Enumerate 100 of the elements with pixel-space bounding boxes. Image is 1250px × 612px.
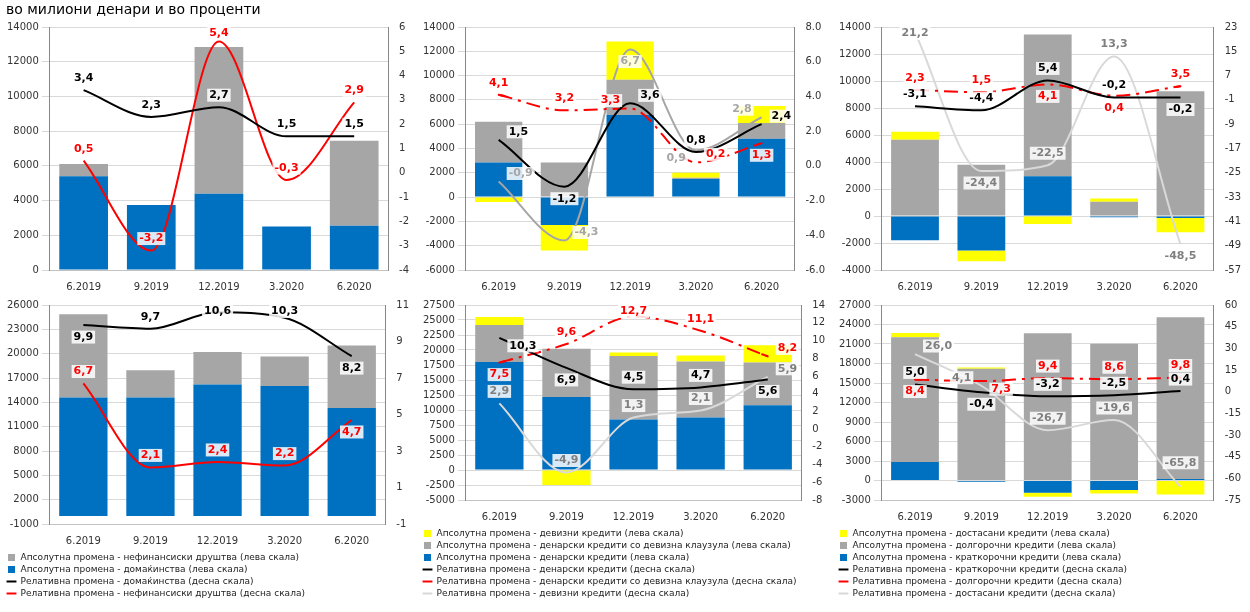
x-tick-label: 6.2020 <box>336 280 372 292</box>
data-label: 1,3 <box>623 398 644 412</box>
y-tick-label: 21000 <box>839 337 871 349</box>
y-tick-label: -2500 <box>425 478 455 490</box>
y2-tick-label: -33 <box>1224 190 1242 202</box>
y-tick-label: 6000 <box>13 159 39 171</box>
bar <box>327 345 376 409</box>
y2-tick-label: 5 <box>396 408 403 420</box>
data-label: 5,6 <box>757 384 778 398</box>
y2-tick-label: 0 <box>399 166 406 178</box>
x-tick-label: 3.2020 <box>683 510 719 522</box>
data-label: 4,5 <box>623 370 644 384</box>
y-tick-label: -2000 <box>425 214 455 226</box>
data-label: -19,6 <box>1098 400 1131 414</box>
x-tick-label: 3.2020 <box>267 534 303 546</box>
legend-label: Апсолутна промена - денарски кредити со девизна клаузула (лева скала) <box>436 539 791 550</box>
data-label: 9,9 <box>73 329 94 343</box>
y-tick-label: 12000 <box>839 396 871 408</box>
data-label: -0,2 <box>1168 102 1193 116</box>
legend-label: Апсолутна промена - достасани кредити (лева скала) <box>852 527 1110 538</box>
data-label: 1,5 <box>276 117 297 131</box>
bar <box>737 138 786 197</box>
legend-label: Апсолутна промена - девизни кредити (лева скала) <box>436 527 684 538</box>
bar <box>1023 481 1072 493</box>
bar <box>609 352 658 356</box>
bar <box>891 139 939 216</box>
data-label: 3,3 <box>600 93 621 107</box>
y2-tick-label: -60 <box>1224 471 1242 483</box>
data-label: 8,4 <box>905 384 926 398</box>
y2-tick-label: 45 <box>1224 320 1238 332</box>
y2-tick-label: -6.0 <box>805 263 825 275</box>
y2-tick-label: 8.0 <box>805 20 822 32</box>
data-label: -2,5 <box>1102 376 1127 390</box>
y-tick-label: 5000 <box>429 433 455 445</box>
y-tick-label: 10000 <box>423 403 455 415</box>
bar <box>891 461 939 480</box>
y-tick-label: 4000 <box>429 142 455 154</box>
data-label: 2,1 <box>140 448 161 462</box>
y2-tick-label: -45 <box>1224 450 1242 462</box>
data-label: -3,1 <box>902 87 928 101</box>
data-label: 9,8 <box>1170 358 1191 372</box>
legend-label: Релативна промена - краткорочни кредити (десна скала) <box>852 563 1128 574</box>
bar <box>1023 176 1072 216</box>
bar <box>126 370 175 398</box>
y-tick-label: 9000 <box>845 415 871 427</box>
y2-tick-label: -49 <box>1224 239 1242 251</box>
data-label: 7,5 <box>489 367 510 381</box>
x-tick-label: 3.2020 <box>678 280 714 292</box>
data-label: -3,2 <box>1035 377 1060 391</box>
y-tick-label: 8000 <box>13 444 39 456</box>
data-label: 0,9 <box>666 151 686 165</box>
y-tick-label: 22500 <box>423 328 455 340</box>
y2-tick-label: -1 <box>396 517 407 529</box>
bar <box>193 384 242 516</box>
y-tick-label: 0 <box>864 209 871 221</box>
y2-tick-label: -6 <box>812 475 823 487</box>
x-tick-label: 6.2019 <box>66 280 102 292</box>
data-label: -24,4 <box>965 175 998 189</box>
x-tick-label: 6.2019 <box>481 510 517 522</box>
data-label: -0,3 <box>274 160 299 174</box>
data-label: 0,5 <box>73 141 94 155</box>
data-label: 2,7 <box>209 88 229 102</box>
x-tick-label: 12.2019 <box>612 510 655 522</box>
y-tick-label: 12000 <box>7 55 39 67</box>
data-label: 1,3 <box>751 148 772 162</box>
y-tick-label: 15000 <box>839 376 871 388</box>
x-tick-label: 12.2019 <box>198 280 240 292</box>
y-tick-label: 6000 <box>845 435 871 447</box>
y2-tick-label: 4 <box>399 69 406 81</box>
bar <box>676 355 725 362</box>
y-tick-label: 0 <box>32 263 39 275</box>
y2-tick-label: 3 <box>399 93 406 105</box>
data-label: -1,2 <box>552 191 577 205</box>
y-tick-label: 5000 <box>13 468 39 480</box>
y2-tick-label: 2 <box>399 117 406 129</box>
x-tick-label: 6.2019 <box>897 510 933 522</box>
bar <box>194 193 244 270</box>
data-label: 2,1 <box>690 391 711 405</box>
data-label: -3,2 <box>139 231 164 245</box>
y2-tick-label: 12 <box>812 316 826 328</box>
data-label: 6,7 <box>73 364 94 378</box>
data-label: 10,3 <box>271 304 299 318</box>
bar <box>327 408 376 516</box>
x-tick-label: 6.2020 <box>1162 280 1198 292</box>
y2-tick-label: -17 <box>1224 142 1242 154</box>
data-label: 10,3 <box>509 338 537 352</box>
data-label: 6,9 <box>556 372 577 386</box>
data-label: 2,9 <box>344 83 364 97</box>
y-tick-label: 17000 <box>7 371 39 383</box>
y-tick-label: 18000 <box>839 357 871 369</box>
bar <box>329 140 379 226</box>
bar <box>1156 218 1205 233</box>
bar <box>1023 216 1072 225</box>
y-tick-label: 8000 <box>429 93 455 105</box>
y2-tick-label: 0.0 <box>805 159 822 171</box>
bar <box>1090 489 1138 494</box>
y2-tick-label: -15 <box>1224 406 1242 418</box>
data-label: 5,9 <box>777 361 798 375</box>
data-label: 8,2 <box>777 341 798 355</box>
bar <box>475 362 524 470</box>
